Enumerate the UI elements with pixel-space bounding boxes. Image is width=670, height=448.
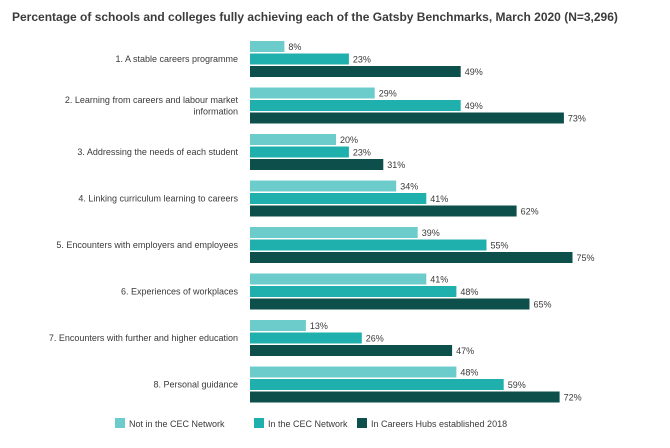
bar <box>250 320 306 331</box>
data-label: 75% <box>577 253 595 263</box>
data-label: 23% <box>353 55 371 65</box>
legend-label: In the CEC Network <box>268 419 348 429</box>
bar <box>250 286 457 297</box>
bar <box>250 205 517 217</box>
legend-swatch <box>115 418 125 428</box>
data-label: 26% <box>366 334 384 344</box>
data-label: 13% <box>310 321 328 331</box>
category-label: 4. Linking curriculum learning to career… <box>78 194 238 204</box>
bar <box>250 273 427 285</box>
bar <box>250 193 427 204</box>
data-label: 73% <box>568 114 586 124</box>
legend-swatch <box>357 418 367 428</box>
bar <box>250 41 285 52</box>
data-label: 39% <box>422 228 440 238</box>
bar <box>250 100 461 111</box>
data-label: 65% <box>534 300 552 310</box>
bar <box>250 298 530 310</box>
bar <box>250 87 375 99</box>
bar <box>250 66 461 77</box>
data-label: 41% <box>430 194 448 204</box>
data-label: 20% <box>340 135 358 145</box>
bar <box>250 366 457 378</box>
category-label: 5. Encounters with employers and employe… <box>56 240 238 250</box>
data-label: 47% <box>456 346 474 356</box>
data-label: 41% <box>430 275 448 285</box>
bar <box>250 180 397 192</box>
category-label: 2. Learning from careers and labour mark… <box>65 95 239 117</box>
legend-label: Not in the CEC Network <box>129 419 225 429</box>
data-label: 48% <box>460 287 478 297</box>
bar <box>250 252 573 263</box>
legend-swatch <box>254 418 264 428</box>
bar <box>250 146 349 158</box>
data-label: 72% <box>564 393 582 403</box>
data-label: 49% <box>465 101 483 111</box>
data-label: 49% <box>465 67 483 77</box>
category-label: 7. Encounters with further and higher ed… <box>49 333 238 343</box>
data-label: 62% <box>521 207 539 217</box>
bar <box>250 227 418 238</box>
bar <box>250 332 362 344</box>
category-label: 3. Addressing the needs of each student <box>77 147 238 157</box>
legend-label: In Careers Hubs established 2018 <box>371 419 507 429</box>
bar <box>250 345 453 356</box>
bar <box>250 112 564 124</box>
bar <box>250 134 336 145</box>
data-label: 29% <box>379 89 397 99</box>
bar <box>250 159 384 170</box>
category-label: 8. Personal guidance <box>153 380 238 390</box>
data-label: 48% <box>460 368 478 378</box>
bar <box>250 53 349 65</box>
data-label: 8% <box>288 42 301 52</box>
category-label: 1. A stable careers programme <box>115 54 238 64</box>
data-label: 59% <box>508 380 526 390</box>
category-label: 6. Experiences of workplaces <box>121 287 239 297</box>
data-label: 23% <box>353 148 371 158</box>
bar <box>250 391 560 403</box>
bar <box>250 379 504 390</box>
chart-title: Percentage of schools and colleges fully… <box>12 10 618 24</box>
data-label: 31% <box>387 160 405 170</box>
data-label: 34% <box>400 182 418 192</box>
data-label: 55% <box>491 241 509 251</box>
bar <box>250 239 487 251</box>
